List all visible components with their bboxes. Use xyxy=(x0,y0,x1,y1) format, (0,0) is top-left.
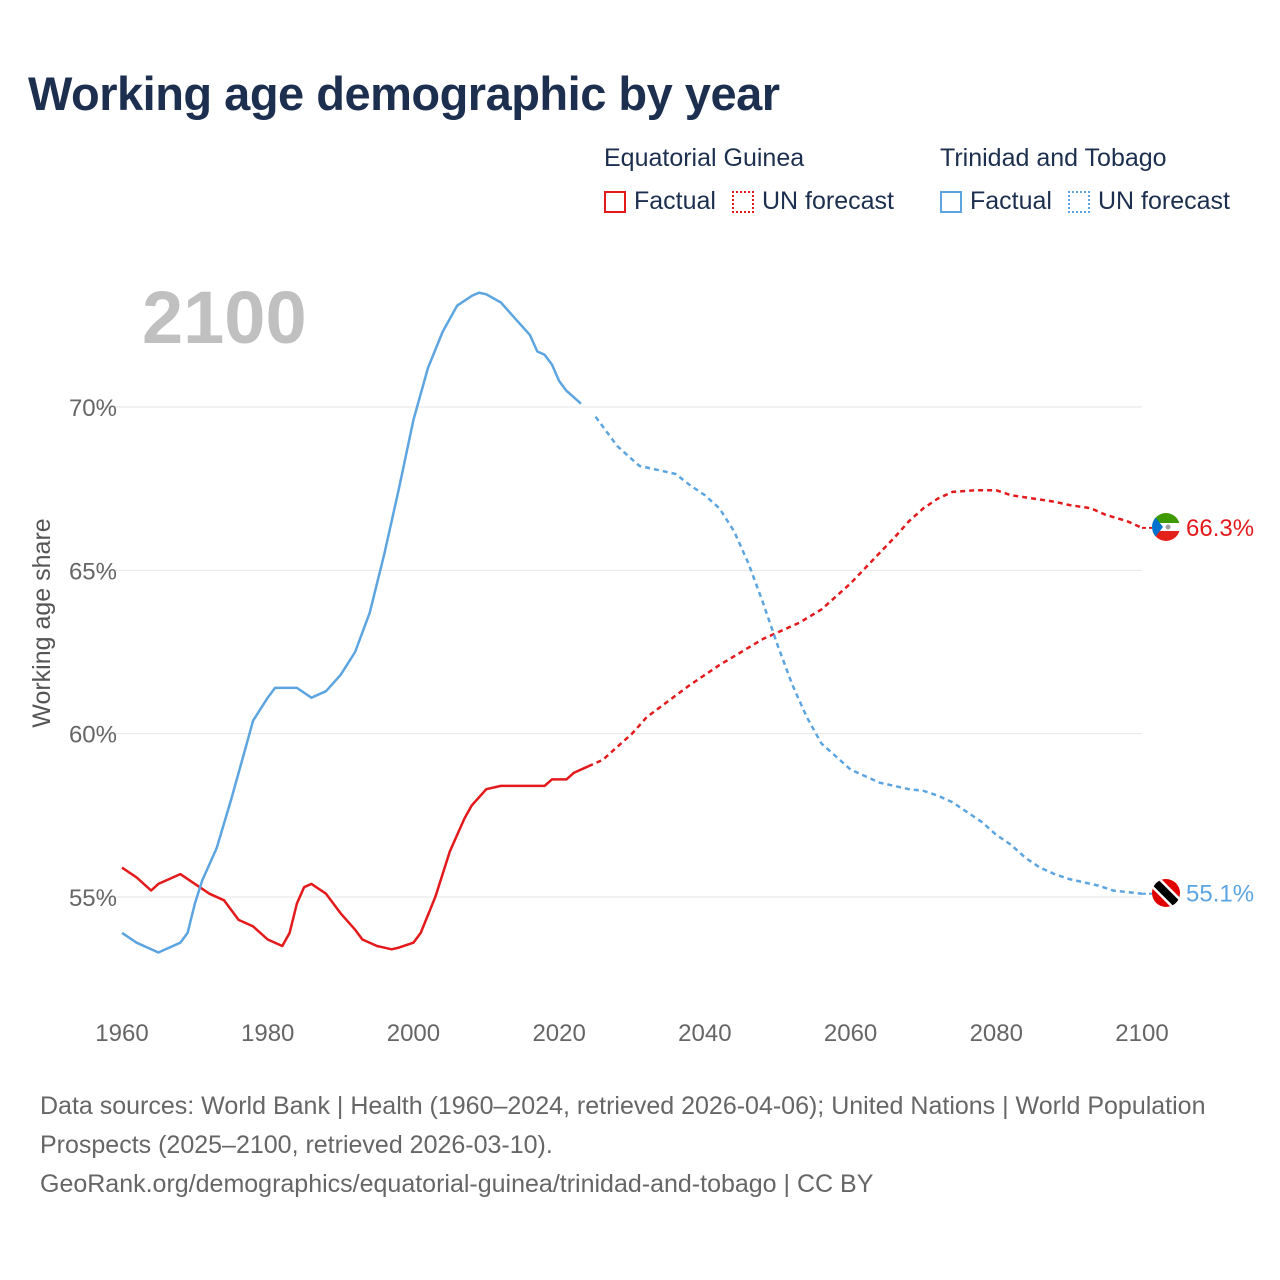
legend-entry-factual[interactable]: Factual xyxy=(940,187,1052,216)
equatorial-guinea-flag-icon xyxy=(1152,513,1180,541)
x-tick-label: 2020 xyxy=(532,1020,585,1047)
legend-group-trinidad-and-tobago: Trinidad and Tobago Factual UN forecast xyxy=(940,144,1246,216)
end-value-label: 66.3% xyxy=(1186,515,1254,542)
legend-group-name: Equatorial Guinea xyxy=(604,144,805,172)
legend-label: Factual xyxy=(634,187,716,215)
y-tick-label: 65% xyxy=(69,558,117,585)
x-tick-label: 2000 xyxy=(387,1020,440,1047)
y-axis-label: Working age share xyxy=(28,518,56,727)
chart-title: Working age demographic by year xyxy=(28,67,780,120)
series-line-forecast-equatorial-guinea xyxy=(587,489,1143,768)
series-line-forecast-trinidad-and-tobago xyxy=(594,416,1143,895)
sources-text: Data sources: World Bank | Health (1960–… xyxy=(40,1092,1206,1159)
legend-swatch-dotted xyxy=(1067,190,1090,213)
end-value-label: 55.1% xyxy=(1186,881,1254,908)
legend-entry-factual[interactable]: Factual xyxy=(604,187,716,216)
legend-label: UN forecast xyxy=(1097,187,1230,215)
y-tick-label: 70% xyxy=(69,395,117,422)
series-line-factual-equatorial-guinea xyxy=(121,765,589,951)
legend-entry-forecast[interactable]: UN forecast xyxy=(731,187,894,216)
legend-group-name: Trinidad and Tobago xyxy=(940,144,1167,172)
x-tick-label: 1960 xyxy=(95,1020,148,1047)
legend-swatch-solid xyxy=(604,190,626,213)
line-chart: 2100 Working age share 55% 60% 65% 70% 1960 1… xyxy=(28,276,1254,1047)
trinidad-and-tobago-flag-icon xyxy=(1152,879,1180,907)
legend-label: Factual xyxy=(970,187,1052,215)
legend-swatch-dotted xyxy=(731,190,754,213)
y-tick-label: 55% xyxy=(69,885,117,912)
x-tick-label: 1980 xyxy=(241,1020,294,1047)
legend-swatch-solid xyxy=(940,190,962,213)
legend-entry-forecast[interactable]: UN forecast xyxy=(1067,187,1230,216)
legend-label: UN forecast xyxy=(761,187,894,215)
year-watermark: 2100 xyxy=(142,276,307,359)
x-tick-label: 2100 xyxy=(1115,1020,1168,1047)
x-tick-label: 2060 xyxy=(824,1020,877,1047)
data-sources: Data sources: World Bank | Health (1960–… xyxy=(40,1087,1220,1204)
legend-group-equatorial-guinea: Equatorial Guinea Factual UN forecast xyxy=(604,144,910,216)
sources-link[interactable]: GeoRank.org/demographics/equatorial-guin… xyxy=(40,1170,874,1198)
y-tick-label: 60% xyxy=(69,722,117,749)
x-tick-label: 2080 xyxy=(970,1020,1023,1047)
series-line-factual-trinidad-and-tobago xyxy=(121,291,582,954)
x-tick-label: 2040 xyxy=(678,1020,731,1047)
